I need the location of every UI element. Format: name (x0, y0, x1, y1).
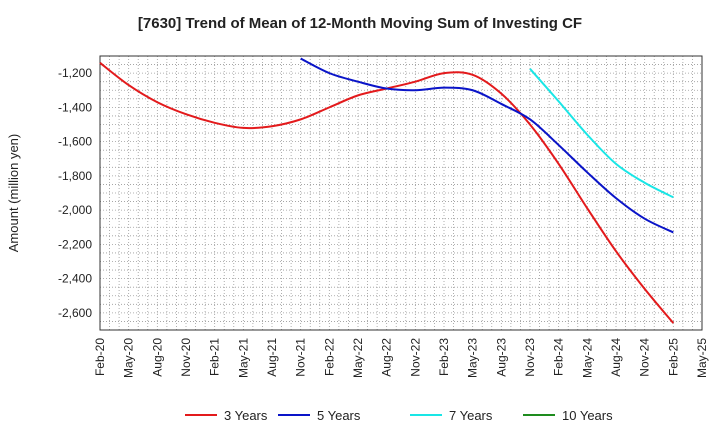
y-tick-label: -1,200 (58, 66, 92, 80)
y-tick-label: -2,000 (58, 203, 92, 217)
x-tick-label: Nov-21 (294, 338, 308, 377)
x-tick-label: Feb-25 (666, 338, 680, 376)
x-tick-label: Aug-21 (265, 338, 279, 377)
x-tick-label: Feb-23 (437, 338, 451, 376)
x-axis-ticks: Feb-20 May-20 Aug-20 Nov-20 Feb-21 May-21 Aug-… (93, 338, 709, 378)
legend-label-7-years: 7 Years (449, 408, 493, 423)
series-line-7-years (529, 68, 674, 199)
chart-title: [7630] Trend of Mean of 12-Month Moving … (138, 15, 582, 32)
grid-lines (100, 56, 702, 330)
x-tick-label: May-23 (466, 338, 480, 378)
y-tick-label: -2,600 (58, 306, 92, 320)
y-axis-label: Amount (million yen) (6, 134, 21, 253)
legend-label-5-years: 5 Years (317, 408, 361, 423)
x-tick-label: May-24 (580, 338, 594, 378)
legend-label-10-years: 10 Years (562, 408, 613, 423)
x-tick-label: May-20 (122, 338, 136, 378)
x-tick-label: May-25 (695, 338, 709, 378)
x-tick-label: Feb-21 (208, 338, 222, 376)
x-tick-label: Aug-23 (494, 338, 508, 377)
x-tick-label: May-21 (236, 338, 250, 378)
x-tick-label: Aug-22 (380, 338, 394, 377)
x-tick-label: Feb-24 (552, 338, 566, 376)
x-tick-label: Nov-24 (638, 338, 652, 377)
x-tick-label: Aug-24 (609, 338, 623, 377)
legend-label-3-years: 3 Years (224, 408, 268, 423)
y-tick-label: -1,400 (58, 100, 92, 114)
y-axis-ticks: -1,200 -1,400 -1,600 -1,800 -2,000 -2,200 -2,4… (58, 66, 92, 320)
y-tick-label: -2,200 (58, 237, 92, 251)
y-tick-label: -1,800 (58, 169, 92, 183)
x-tick-label: Nov-22 (408, 338, 422, 377)
x-tick-label: May-22 (351, 338, 365, 378)
x-tick-label: Aug-20 (150, 338, 164, 377)
x-tick-label: Nov-23 (523, 338, 537, 377)
y-tick-label: -1,600 (58, 135, 92, 149)
legend: 3 Years 5 Years 7 Years 10 Years (185, 408, 613, 423)
x-tick-label: Nov-20 (179, 338, 193, 377)
plot-area (99, 55, 703, 331)
series-line-5-years (300, 57, 674, 234)
y-tick-label: -2,400 (58, 272, 92, 286)
series-lines (99, 57, 675, 324)
x-tick-label: Feb-22 (322, 338, 336, 376)
x-tick-label: Feb-20 (93, 338, 107, 376)
